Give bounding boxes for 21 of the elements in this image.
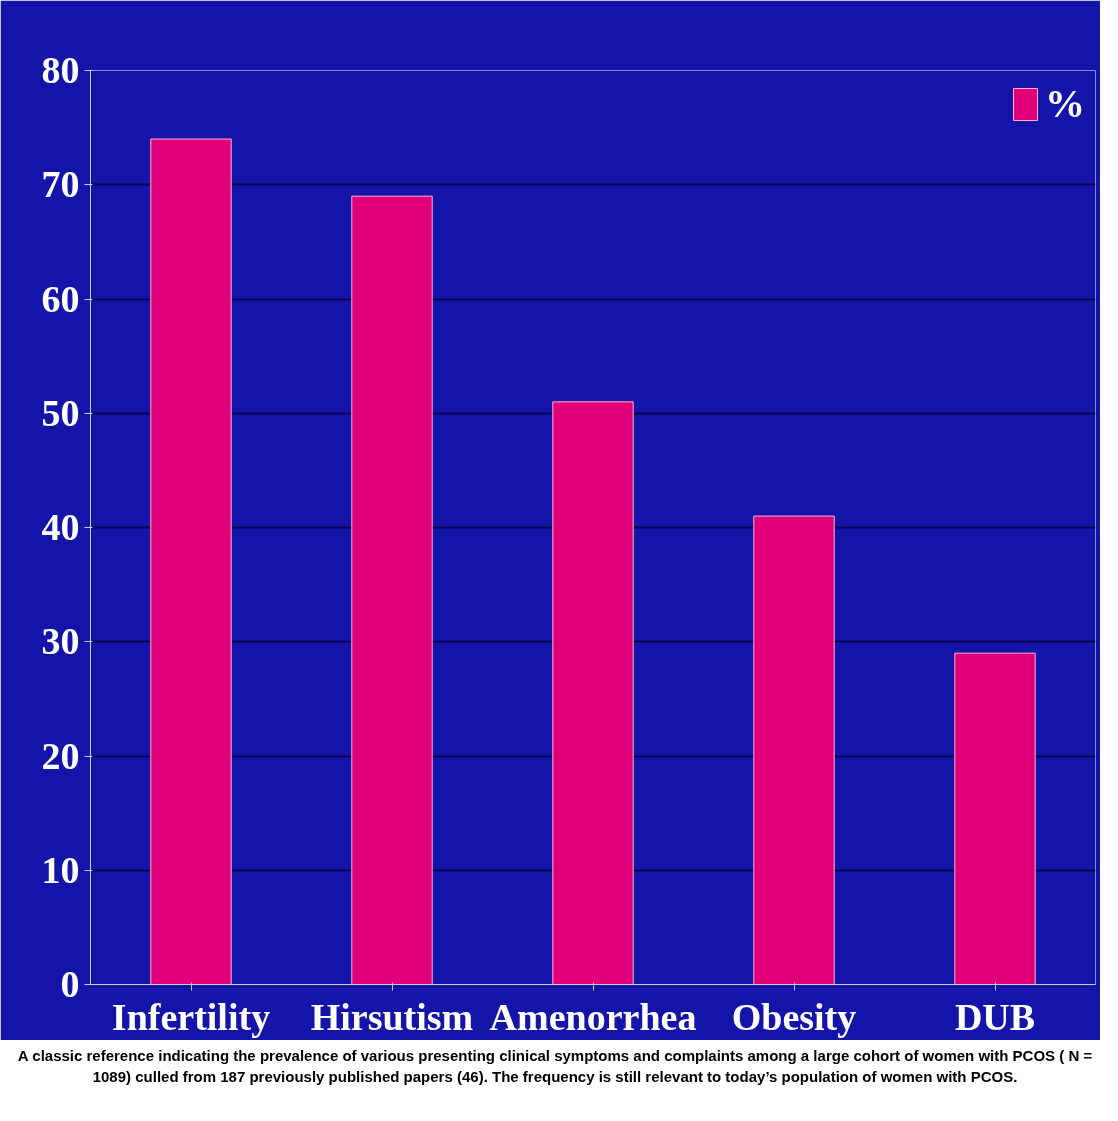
y-tick-label: 20 — [41, 734, 80, 777]
x-tick-label: Amenorrhea — [489, 995, 697, 1038]
y-tick-label: 50 — [41, 391, 80, 434]
bar — [150, 138, 232, 985]
bar — [753, 515, 835, 985]
y-tick-label: 70 — [41, 163, 80, 206]
x-tick-label: Obesity — [731, 995, 857, 1038]
text: A classic reference indicating the prevalence of various presenting clinical symptoms and complaints among a large cohort of women with PCOS ( N = 1089) culled from 187 previously published papers (46). The frequency is still relevant to today’s population of women with PCOS. — [16, 1046, 1094, 1088]
legend-label: % — [1045, 80, 1085, 127]
bar — [552, 401, 634, 985]
y-tick-label: 10 — [41, 848, 80, 891]
y-tick-label: 0 — [60, 963, 80, 1005]
y-tick-label: 40 — [41, 506, 80, 548]
x-tick-label: Hirsutism — [310, 995, 474, 1038]
bar — [954, 652, 1036, 985]
x-tick-label: Infertility — [111, 995, 271, 1038]
bar — [351, 195, 433, 985]
y-tick-label: 60 — [41, 277, 80, 320]
x-tick-label: DUB — [954, 995, 1036, 1038]
y-tick-label: 80 — [41, 49, 80, 91]
y-tick-label: 30 — [41, 620, 80, 663]
